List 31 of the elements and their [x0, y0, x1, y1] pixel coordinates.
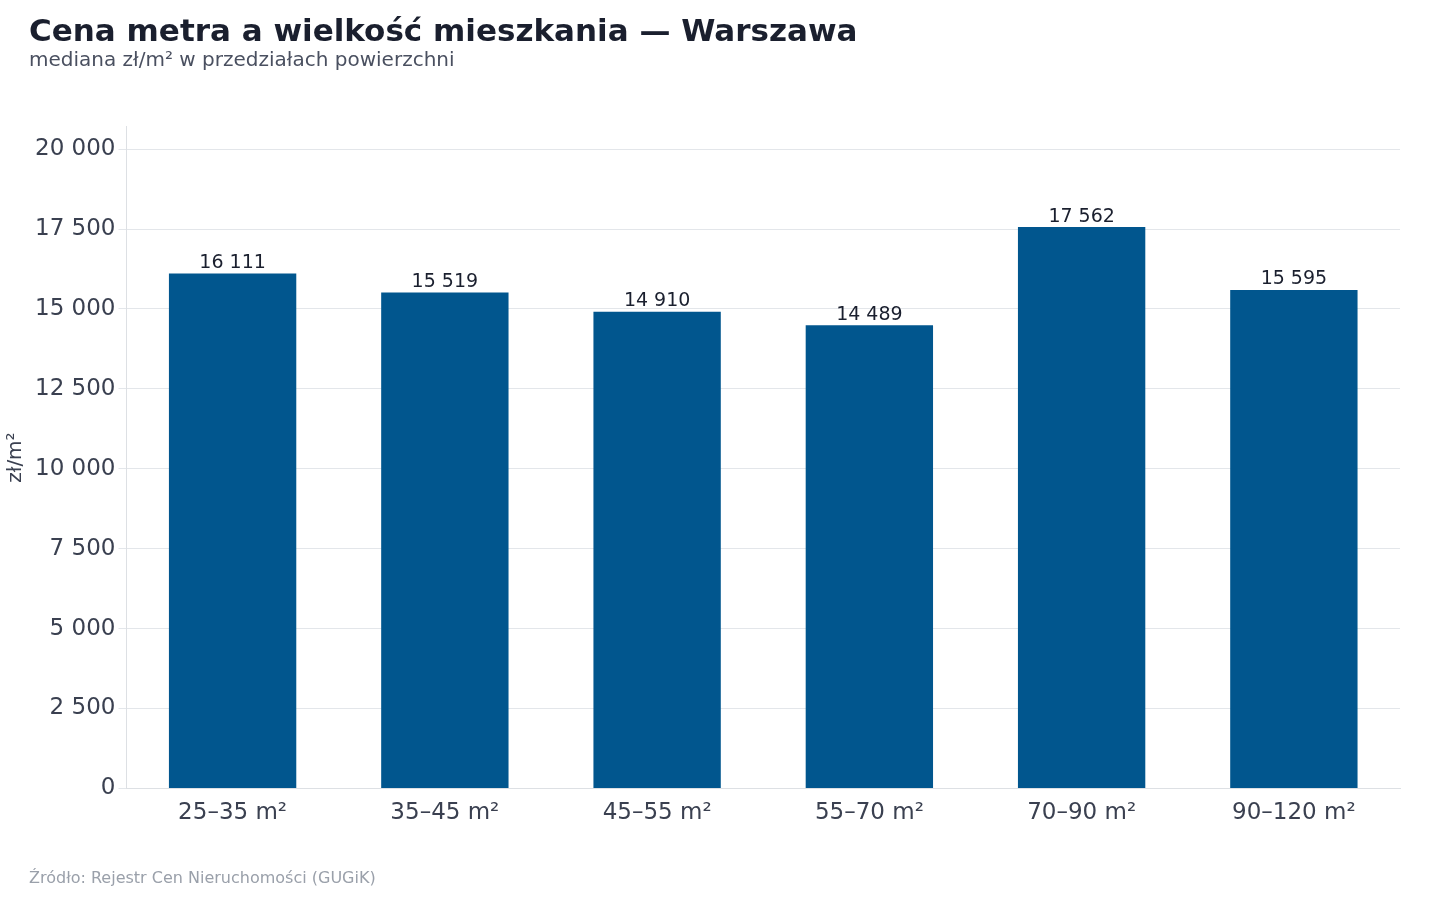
x-tick-label: 90–120 m²	[1232, 798, 1356, 825]
bar	[381, 292, 509, 788]
data-label: 14 489	[836, 301, 903, 324]
y-tick-label: 7 500	[49, 533, 116, 560]
x-tick-label: 70–90 m²	[1027, 798, 1137, 825]
x-tick-label: 55–70 m²	[814, 798, 924, 825]
bar	[1017, 227, 1146, 788]
bar	[1230, 289, 1358, 788]
y-tick-label: 12 500	[34, 373, 116, 400]
data-label: 15 519	[411, 268, 479, 291]
chart-subtitle: mediana zł/m² w przedziałach powierzchni	[29, 47, 455, 71]
data-label: 16 111	[199, 249, 266, 272]
y-tick-label: 10 000	[34, 453, 116, 480]
data-label: 14 910	[623, 288, 691, 311]
x-tick-label: 25–35 m²	[178, 798, 288, 825]
data-label: 15 595	[1260, 266, 1328, 289]
x-tick-label: 35–45 m²	[390, 798, 500, 825]
y-tick-label: 2 500	[49, 693, 116, 720]
y-tick-label: 0	[100, 773, 116, 800]
bar	[593, 311, 721, 788]
y-tick-label: 15 000	[34, 293, 116, 320]
y-tick-label: 20 000	[34, 134, 116, 161]
y-axis-title: zł/m²	[2, 432, 27, 483]
y-tick-label: 5 000	[49, 613, 116, 640]
data-label: 17 562	[1048, 203, 1115, 226]
bar	[805, 325, 934, 788]
chart-title: Cena metra a wielkość mieszkania — Warszawa	[29, 12, 858, 48]
bar	[168, 273, 297, 788]
text: Źródło: Rejestr Cen Nieruchomości (GUGiK)	[29, 868, 376, 887]
y-tick-label: 17 500	[34, 214, 116, 241]
x-tick-label: 45–55 m²	[602, 798, 712, 825]
